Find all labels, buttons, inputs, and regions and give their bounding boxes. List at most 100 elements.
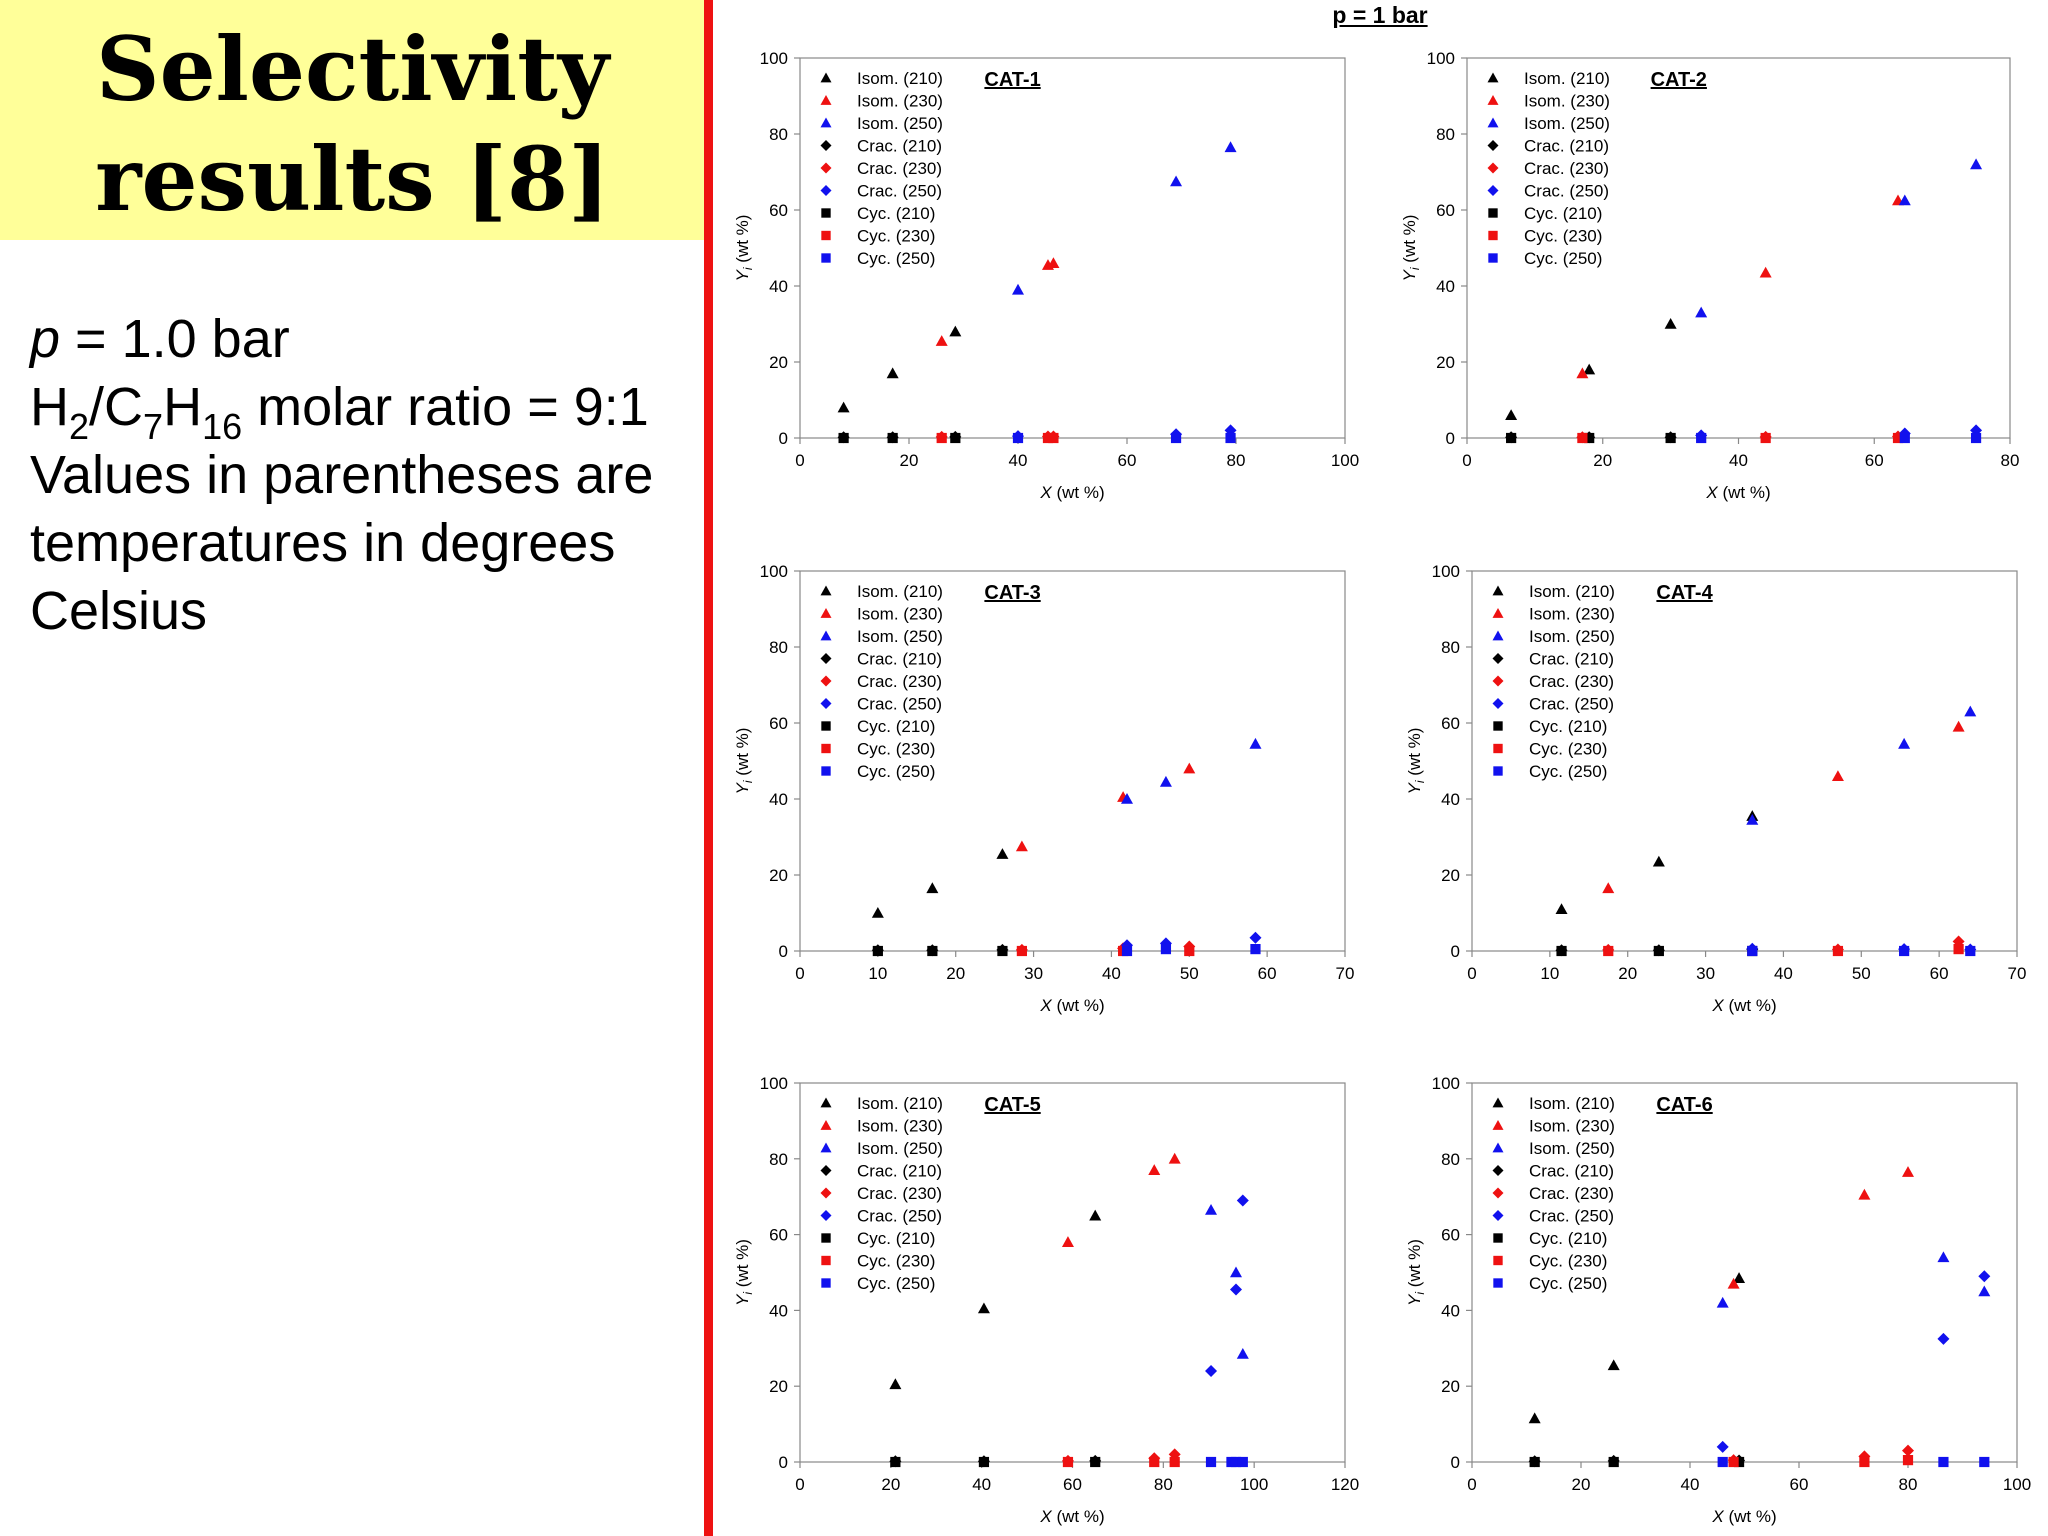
x-axis-label: X (wt %) xyxy=(1711,996,1776,1015)
data-point xyxy=(1148,1164,1161,1175)
data-point xyxy=(1733,1272,1746,1283)
x-axis-label: X (wt %) xyxy=(1711,1507,1776,1526)
x-axis-label: X (wt %) xyxy=(1039,996,1104,1015)
data-point xyxy=(1149,1456,1160,1468)
legend-label: Cyc. (250) xyxy=(857,1274,935,1293)
chart-1: 0 20 40 60 80 100 0 20 40 60 80 100 X (wt %) Yi (wt %… xyxy=(733,49,1359,502)
x-tick-label: 20 xyxy=(1572,1475,1591,1494)
data-point xyxy=(1727,1277,1740,1289)
legend-label: Isom. (250) xyxy=(1529,627,1615,646)
data-point xyxy=(1716,1296,1729,1308)
y-axis-label: Yi (wt %) xyxy=(733,728,755,795)
x-tick-label: 30 xyxy=(1696,964,1715,983)
y-tick-label: 60 xyxy=(1441,714,1460,733)
legend-label: Crac. (210) xyxy=(857,650,942,669)
legend-label: Isom. (230) xyxy=(1529,605,1615,624)
legend-label: Cyc. (250) xyxy=(857,762,935,781)
series xyxy=(936,432,1059,444)
series xyxy=(871,943,1009,957)
data-point xyxy=(996,848,1009,859)
legend-marker xyxy=(821,721,831,731)
data-point xyxy=(1902,1455,1914,1466)
legend-label: Crac. (230) xyxy=(1529,1184,1614,1203)
data-point xyxy=(1237,1456,1248,1468)
x-tick-label: 40 xyxy=(1729,451,1748,470)
data-point xyxy=(1012,283,1024,295)
data-point xyxy=(1978,1270,1991,1283)
legend-label: Isom. (210) xyxy=(857,69,943,88)
legend-label: Crac. (230) xyxy=(857,672,942,691)
legend-marker xyxy=(820,608,832,618)
legend-marker xyxy=(820,675,832,687)
y-tick-label: 40 xyxy=(769,277,788,296)
x-tick-label: 80 xyxy=(1227,451,1246,470)
data-point xyxy=(949,325,962,337)
series xyxy=(1205,1203,1249,1359)
legend-label: Cyc. (210) xyxy=(1529,717,1607,736)
y-tick-label: 0 xyxy=(779,942,788,961)
legend-marker xyxy=(820,585,832,596)
legend-marker xyxy=(1487,162,1499,174)
data-point xyxy=(886,367,899,379)
legend-marker xyxy=(1487,117,1499,128)
legend-label: Crac. (250) xyxy=(857,695,942,714)
series xyxy=(1506,432,1676,444)
legend-label: Crac. (230) xyxy=(857,159,942,178)
data-point xyxy=(1696,432,1707,444)
legend-label: Cyc. (250) xyxy=(1529,762,1607,781)
x-axis-label: X (wt %) xyxy=(1039,483,1104,502)
series xyxy=(1747,945,1976,957)
data-point xyxy=(1170,432,1182,444)
data-point xyxy=(890,1456,901,1468)
data-point xyxy=(1717,1456,1728,1468)
legend-label: Crac. (210) xyxy=(857,1162,942,1181)
data-point xyxy=(1061,1236,1074,1247)
data-point xyxy=(1577,432,1588,444)
series xyxy=(1061,1152,1181,1247)
x-tick-label: 40 xyxy=(1102,964,1121,983)
legend-marker xyxy=(1487,140,1499,151)
y-axis-label: Yi (wt %) xyxy=(1400,215,1422,282)
ratio-value: molar ratio = 9:1 xyxy=(242,377,649,437)
pressure-symbol: p xyxy=(30,309,61,369)
data-point xyxy=(1230,1283,1242,1296)
legend-marker xyxy=(821,766,831,776)
legend-marker xyxy=(1487,185,1499,196)
conditions-text: p = 1.0 bar H2/C7H16 molar ratio = 9:1 V… xyxy=(30,305,710,645)
data-point xyxy=(1090,1456,1101,1468)
data-point xyxy=(1015,840,1028,852)
series xyxy=(1121,944,1261,957)
series xyxy=(1577,432,1904,444)
data-point xyxy=(950,432,961,444)
y-tick-label: 80 xyxy=(769,1150,788,1169)
chart-2: 0 20 40 60 80 100 0 20 40 60 80 X (wt %) Yi (wt %) CA… xyxy=(1400,49,2019,502)
data-point xyxy=(1978,1285,1991,1297)
legend-marker xyxy=(1492,608,1504,618)
data-point xyxy=(1970,432,1982,444)
data-point xyxy=(1759,266,1772,278)
slide-title-line2: results [8] xyxy=(95,127,610,231)
x-tick-label: 70 xyxy=(2008,964,2027,983)
title-box: Selectivity results [8] xyxy=(0,0,705,240)
legend-label: Cyc. (230) xyxy=(857,227,935,246)
legend: Isom. (210) Isom. (230) Isom. (250) Crac. (… xyxy=(820,582,943,781)
legend-marker xyxy=(1487,95,1499,105)
data-point xyxy=(1168,1152,1181,1164)
legend-label: Isom. (210) xyxy=(1529,1094,1615,1113)
legend-marker xyxy=(820,1120,832,1130)
data-point xyxy=(936,432,947,444)
x-tick-label: 20 xyxy=(900,451,919,470)
y-tick-label: 20 xyxy=(1441,1377,1460,1396)
legend-label: Cyc. (250) xyxy=(1524,249,1602,268)
legend-marker xyxy=(1492,653,1504,664)
data-point xyxy=(1250,944,1261,955)
x-tick-label: 20 xyxy=(1618,964,1637,983)
y-tick-label: 60 xyxy=(769,714,788,733)
x-tick-label: 60 xyxy=(1790,1475,1809,1494)
data-point xyxy=(1205,1365,1218,1378)
legend-marker xyxy=(1492,675,1504,687)
series xyxy=(1717,1456,1990,1468)
legend: Isom. (210) Isom. (230) Isom. (250) Crac. (… xyxy=(820,1094,943,1293)
data-point xyxy=(889,1378,902,1390)
